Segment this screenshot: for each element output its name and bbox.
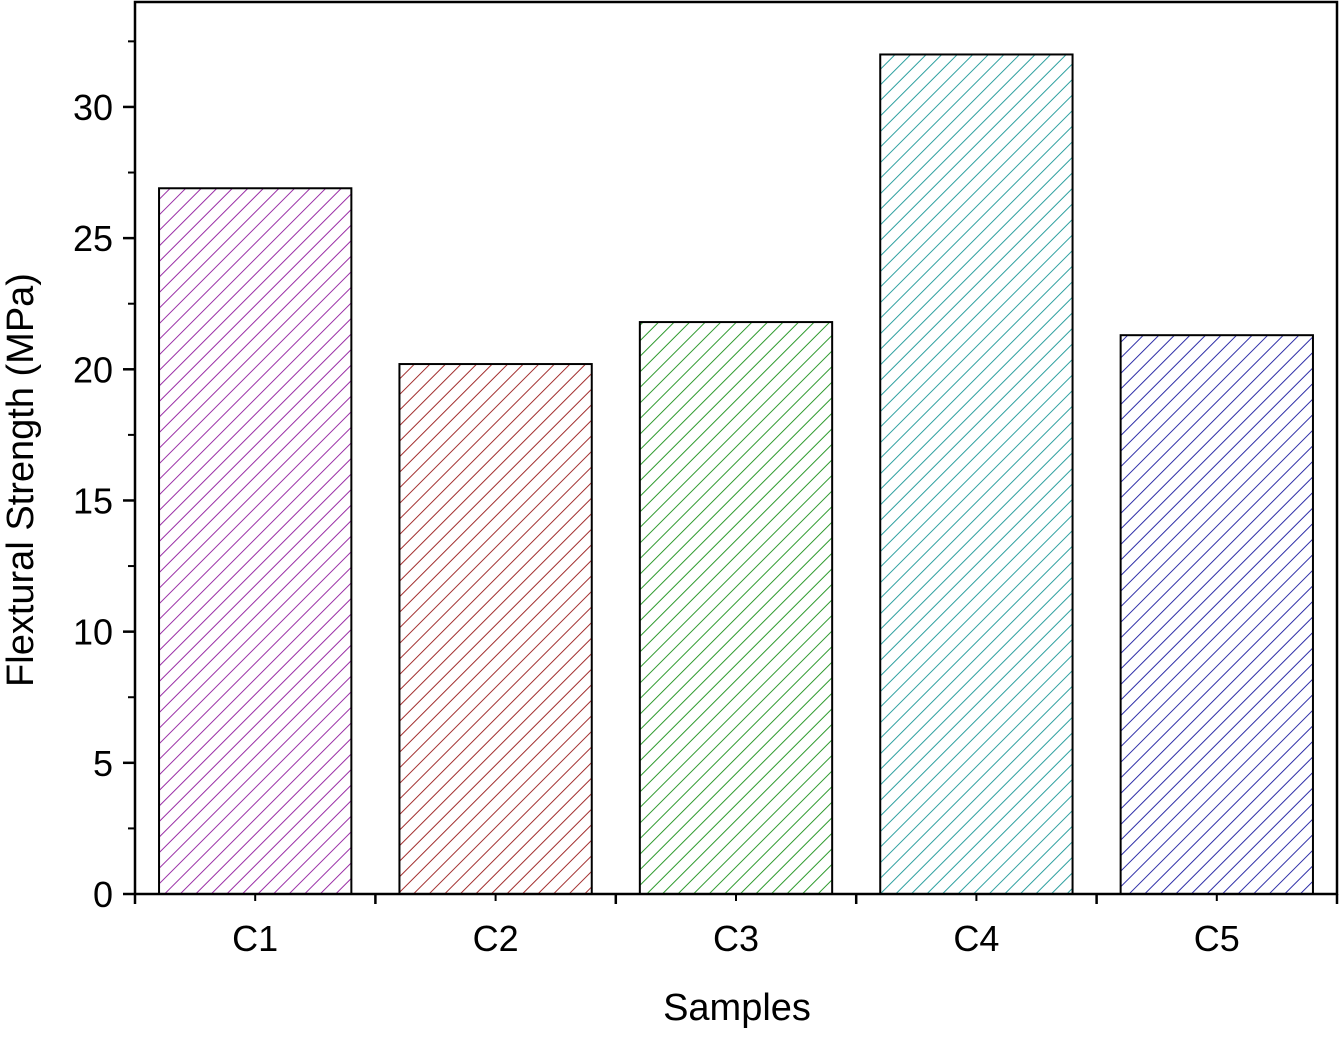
- labels-layer: Samples Flextural Strength (MPa): [0, 273, 811, 1029]
- x-axis-title: Samples: [663, 987, 811, 1029]
- x-tick-label-c1: C1: [232, 918, 278, 959]
- y-tick-label: 30: [73, 87, 113, 128]
- bar-c4: [879, 53, 1074, 896]
- bar-c5: [1119, 334, 1314, 895]
- y-tick-label: 15: [73, 480, 113, 521]
- bar-c1: [158, 187, 353, 896]
- x-tick-label-c4: C4: [953, 918, 999, 959]
- axes-layer: 0 5 10 15 20 25 30 C1 C2 C3 C4 C5: [73, 0, 1339, 959]
- x-tick-label-c5: C5: [1194, 918, 1240, 959]
- x-tick-label-c3: C3: [713, 918, 759, 959]
- bar-c3: [638, 321, 834, 895]
- y-tick-label: 25: [73, 218, 113, 259]
- bars-layer: [158, 53, 1314, 896]
- bar-c2: [398, 363, 593, 895]
- y-tick-label: 0: [93, 874, 113, 915]
- x-tick-label-c2: C2: [473, 918, 519, 959]
- y-tick-label: 5: [93, 743, 113, 784]
- y-tick-label: 20: [73, 349, 113, 390]
- y-tick-label: 10: [73, 612, 113, 653]
- y-axis-title: Flextural Strength (MPa): [0, 273, 42, 687]
